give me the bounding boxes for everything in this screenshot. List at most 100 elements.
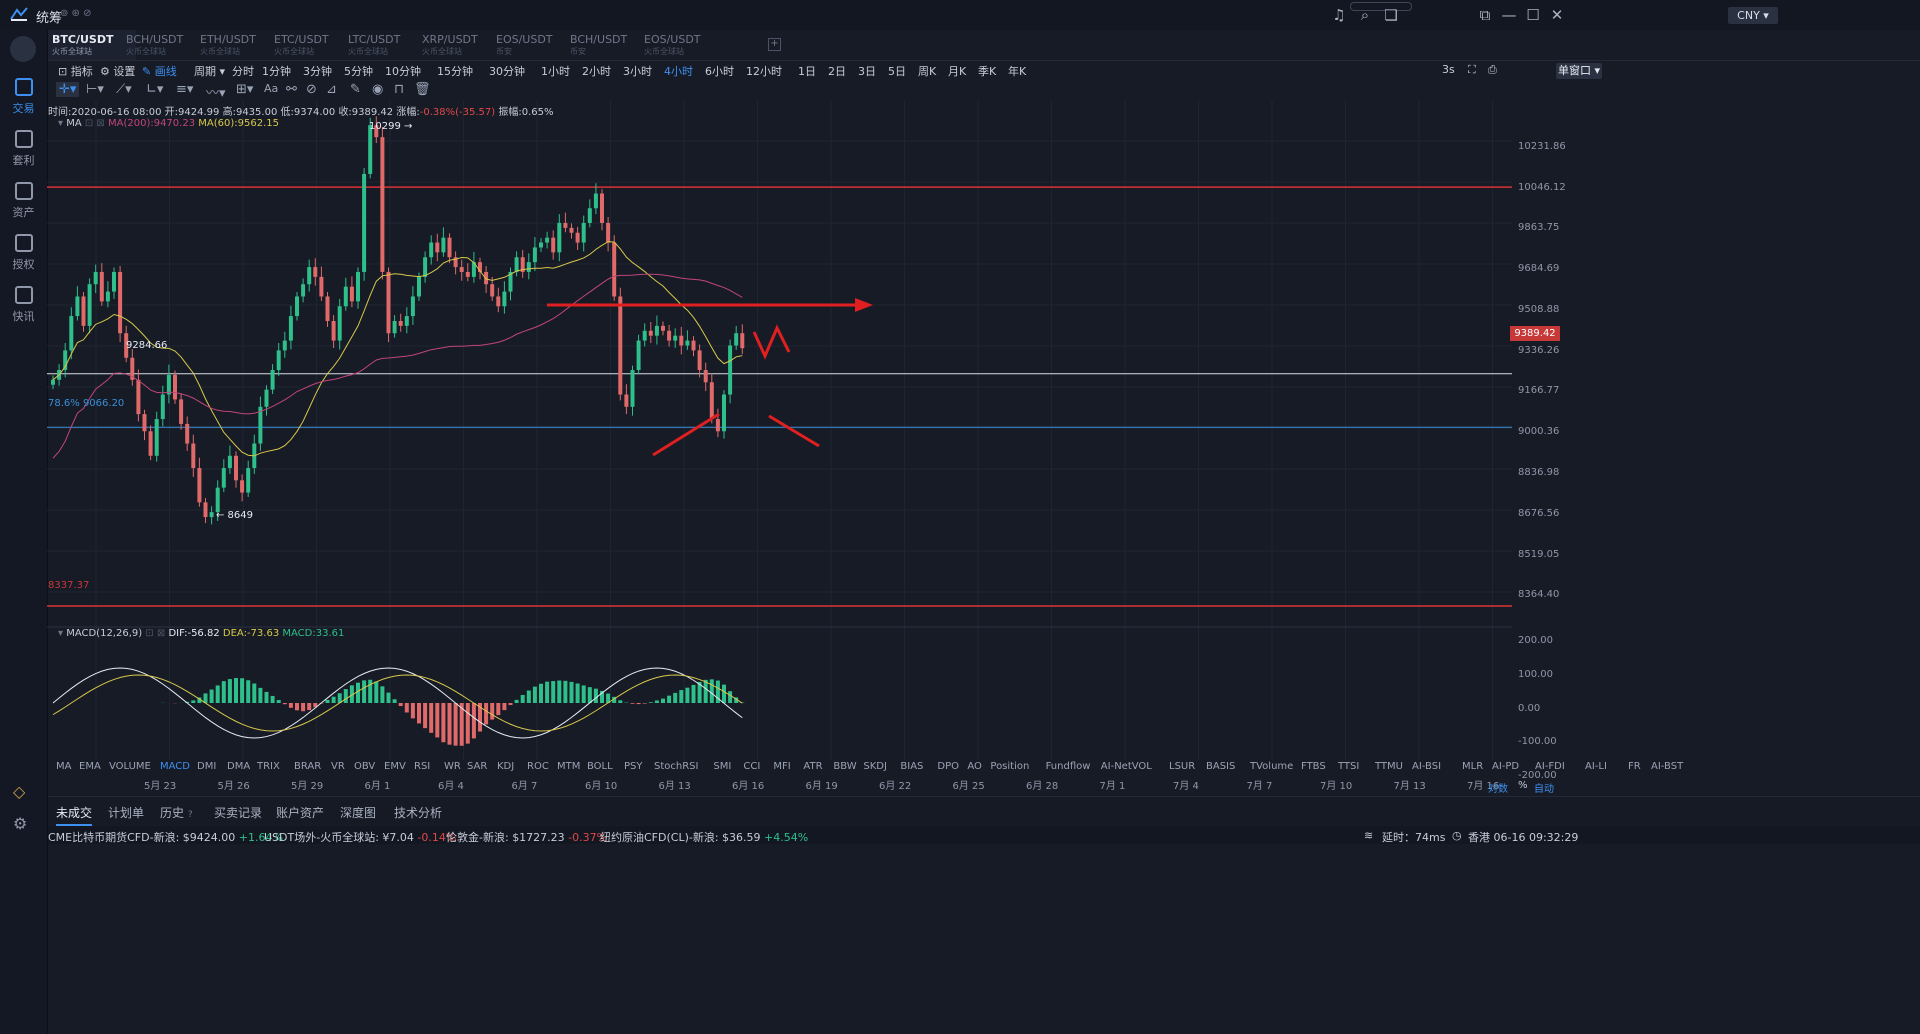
ruler-tool-icon[interactable]: ⊿ [326,82,337,97]
eye-tool-icon[interactable]: ◉ [372,82,384,97]
symbol-tab[interactable]: EOS/USDT 火币全球站 [640,30,728,60]
indicator-tab[interactable]: TRIX [257,761,280,772]
indicator-tab[interactable]: Position [990,761,1030,772]
text-tool-icon[interactable]: Aa [264,82,279,95]
indicator-tab[interactable]: AI-NetVOL [1100,761,1152,772]
indicator-tab[interactable]: PSY [624,761,643,772]
indicator-tab[interactable]: SKDJ [863,761,887,772]
period-option[interactable]: 5日 [888,65,906,78]
screenshot-icon[interactable]: ⎙ [1488,63,1497,76]
indicator-tab[interactable]: MTM [557,761,581,772]
indicator-tab[interactable]: MACD [160,761,190,772]
period-option[interactable]: 2日 [828,65,846,78]
currency-select[interactable]: CNY ▾ [1728,7,1778,24]
symbol-tab[interactable]: XRP/USDT 火币全球站 [418,30,506,60]
auto-scale-toggle[interactable]: 自动 [1534,784,1554,795]
period-option[interactable]: 周K [918,65,937,78]
popout-icon[interactable]: ⧉ [1479,6,1491,24]
nav-arbitrage[interactable]: 套利 [0,122,47,180]
period-option[interactable]: 3日 [858,65,876,78]
period-option[interactable]: 3分钟 [303,65,332,78]
fullscreen-icon[interactable]: ⛶ [1468,63,1476,76]
period-option[interactable]: 6小时 [705,65,734,78]
trash-tool-icon[interactable]: 🗑 [414,82,431,97]
tab-history[interactable]: 历史 ? [160,806,193,820]
period-option[interactable]: 12小时 [746,65,782,78]
indicator-tab[interactable]: BOLL [587,761,613,772]
nav-news[interactable]: 快讯 [0,278,47,336]
indicator-tab[interactable]: SMI [713,761,732,772]
draw-button[interactable]: ✎ 画线 [142,65,177,78]
indicator-tab[interactable]: OBV [354,761,376,772]
indicator-tab[interactable]: FR [1628,761,1641,772]
channel-tool-icon[interactable]: ≡▾ [176,82,194,97]
symbol-tab[interactable]: ETC/USDT 火币全球站 [270,30,358,60]
refresh-interval[interactable]: 3s [1442,63,1455,76]
log-scale-toggle[interactable]: 对数 [1488,784,1508,795]
symbol-tab[interactable]: BCH/USDT 币安 [566,30,654,60]
indicator-tab[interactable]: EMV [384,761,406,772]
wave-tool-icon[interactable]: 〰▾ [206,86,226,101]
period-option[interactable]: 2小时 [582,65,611,78]
price-chart[interactable] [47,100,1512,800]
tab-technical-analysis[interactable]: 技术分析 [394,806,443,820]
symbol-tab[interactable]: EOS/USDT 币安 [492,30,580,60]
ticker-item[interactable]: 伦敦金-新浪: $1727.23 -0.37% [446,829,607,845]
tab-account-assets[interactable]: 账户资产 [276,806,325,820]
symbol-tab[interactable]: ETH/USDT 火币全球站 [196,30,284,60]
indicator-tab[interactable]: MLR [1462,761,1484,772]
period-option[interactable]: 1日 [798,65,816,78]
indicator-tab[interactable]: AI-BSI [1412,761,1442,772]
indicator-tab[interactable]: MFI [773,761,791,772]
indicator-tab[interactable]: DMA [227,761,251,772]
indicator-tab[interactable]: CCI [743,761,761,772]
nav-authorize[interactable]: 授权 [0,226,47,284]
crosshair-tool-icon[interactable]: ✛▾ [56,82,80,97]
period-option[interactable]: 15分钟 [437,65,473,78]
indicator-tab[interactable]: StochRSI [654,761,699,772]
trendline-tool-icon[interactable]: ⟋▾ [116,82,132,97]
period-option[interactable]: 4小时 [664,65,693,78]
ticker-item[interactable]: USDT场外-火币全球站: ¥7.04 -0.14% [264,829,456,845]
user-avatar[interactable] [10,36,36,62]
period-option[interactable]: 季K [978,65,997,78]
period-select[interactable]: 周期 ▾ [194,65,226,78]
ticker-item[interactable]: CME比特币期货CFD-新浪: $9424.00 +1.64% [48,829,283,845]
indicator-tab[interactable]: TTSI [1338,761,1360,772]
period-option[interactable]: 1小时 [541,65,570,78]
indicator-tab[interactable]: WR [444,761,461,772]
grid-tool-icon[interactable]: ⊞▾ [236,82,254,97]
indicator-tab[interactable]: AI-PD [1492,761,1520,772]
indicator-tab[interactable]: AO [967,761,982,772]
settings-button[interactable]: ⚙ 设置 [100,65,136,78]
indicator-tab[interactable]: BRAR [294,761,322,772]
add-symbol-button[interactable]: + [768,38,781,51]
indicator-tab[interactable]: VR [331,761,345,772]
indicator-tab[interactable]: BASIS [1206,761,1236,772]
indicator-tab[interactable]: TVolume [1250,761,1294,772]
indicator-button[interactable]: ⊡ 指标 [58,65,93,78]
indicator-tab[interactable]: ATR [803,761,823,772]
magnet-tool-icon[interactable]: ⚯ [286,82,297,97]
period-option[interactable]: 3小时 [623,65,652,78]
angle-tool-icon[interactable]: ∟▾ [146,82,164,97]
indicator-tab[interactable]: MA [56,761,72,772]
indicator-tab[interactable]: AI-BST [1651,761,1684,772]
nav-trade[interactable]: 交易 [0,70,47,128]
indicator-tab[interactable]: DMI [197,761,217,772]
indicator-tab[interactable]: AI-FDI [1535,761,1565,772]
tab-open-orders[interactable]: 未成交 [56,804,93,826]
tab-depth-chart[interactable]: 深度图 [340,806,377,820]
percent-scale-toggle[interactable]: % [1518,780,1528,791]
period-option[interactable]: 分时 [232,65,254,78]
minimize-icon[interactable]: — [1501,6,1517,24]
ticker-item[interactable]: 纽约原油CFD(CL)-新浪: $36.59 +4.54% [600,829,808,845]
eraser-tool-icon[interactable]: ⊘ [306,82,317,97]
tab-trades[interactable]: 买卖记录 [214,806,263,820]
indicator-tab[interactable]: SAR [467,761,488,772]
settings-gear-icon[interactable]: ⚙ [13,814,28,833]
window-mode-select[interactable]: 单窗口 ▾ [1556,63,1602,79]
period-option[interactable]: 月K [948,65,967,78]
search-icon[interactable]: ⌕ [1360,6,1370,24]
symbol-tab[interactable]: LTC/USDT 火币全球站 [344,30,432,60]
